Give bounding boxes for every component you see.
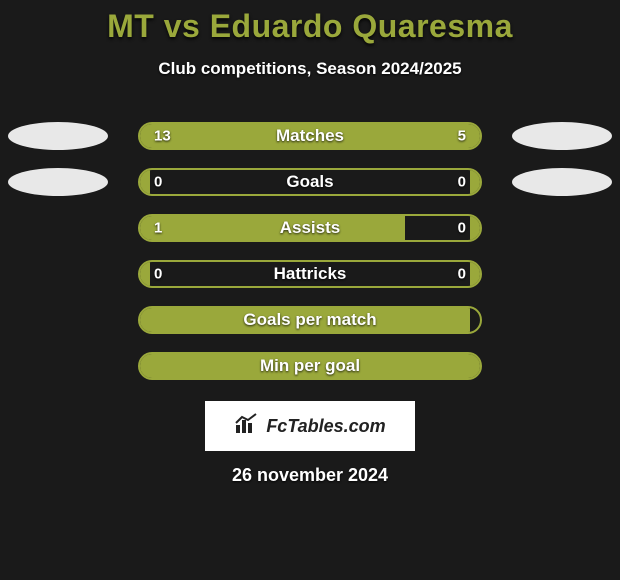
subtitle: Club competitions, Season 2024/2025	[0, 59, 620, 79]
bar-fill-left	[140, 354, 480, 378]
stat-value-left: 0	[154, 174, 162, 191]
bar-fill-right	[375, 124, 480, 148]
comparison-infographic: MT vs Eduardo Quaresma Club competitions…	[0, 0, 620, 486]
stat-row: Min per goal	[0, 343, 620, 389]
stat-bar: Hattricks0 0	[138, 260, 482, 288]
stat-bar: Min per goal	[138, 352, 482, 380]
bar-fill-left	[140, 170, 150, 194]
stat-row: Matches135	[0, 113, 620, 159]
stat-value-right: 0	[458, 220, 466, 237]
stat-rows: Matches135Goals00Assists10Hattricks00Goa…	[0, 113, 620, 389]
page-title: MT vs Eduardo Quaresma	[0, 8, 620, 45]
stat-row: Hattricks0 0	[0, 251, 620, 297]
player-ellipse-left	[8, 168, 108, 196]
stat-row: Assists10	[0, 205, 620, 251]
logo-text: FcTables.com	[266, 416, 385, 437]
stat-bar: Goals per match	[138, 306, 482, 334]
date-text: 26 november 2024	[0, 465, 620, 486]
player-ellipse-right	[512, 122, 612, 150]
stat-label: Goals	[140, 172, 480, 192]
bar-fill-right	[470, 170, 480, 194]
bar-fill-left	[140, 216, 405, 240]
stat-value-right: 0	[458, 266, 466, 283]
bar-fill-right	[470, 216, 480, 240]
stat-row: Goals per match	[0, 297, 620, 343]
bar-fill-left	[140, 262, 150, 286]
chart-icon	[234, 413, 260, 440]
bar-fill-left	[140, 124, 375, 148]
stat-row: Goals0 0	[0, 159, 620, 205]
stat-bar: Assists10	[138, 214, 482, 242]
player-ellipse-right	[512, 168, 612, 196]
stat-bar: Goals0 0	[138, 168, 482, 196]
bar-fill-left	[140, 308, 470, 332]
bar-fill-right	[470, 262, 480, 286]
logo-badge: FcTables.com	[205, 401, 415, 451]
stat-bar: Matches135	[138, 122, 482, 150]
stat-value-left: 0	[154, 266, 162, 283]
stat-value-right: 0	[458, 174, 466, 191]
player-ellipse-left	[8, 122, 108, 150]
stat-label: Hattricks	[140, 264, 480, 284]
